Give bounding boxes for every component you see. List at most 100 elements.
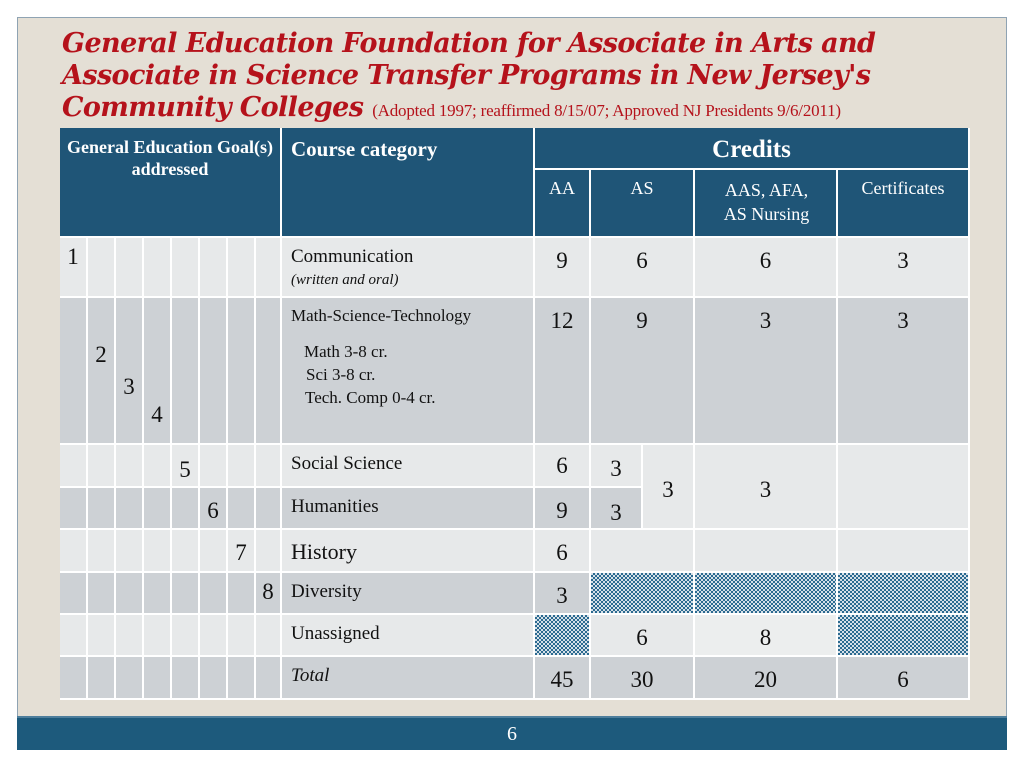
- hatched-cell: [838, 573, 970, 615]
- goal-cell: [228, 657, 256, 700]
- credit-aas-merged: 3: [695, 445, 838, 530]
- credit-aas: 20: [695, 657, 838, 700]
- goal-cell: [256, 530, 282, 573]
- goal-cell: [200, 573, 228, 615]
- goal-number: 2: [95, 342, 107, 367]
- goal-cell: 4: [144, 298, 172, 445]
- credit-aas-text: 3: [759, 308, 772, 333]
- course-category-cell: Humanities: [282, 488, 535, 530]
- goal-cell: [88, 573, 116, 615]
- header-aa: AA: [535, 170, 591, 238]
- credit-as-merged-text: 3: [662, 477, 674, 502]
- goal-cell: 2: [88, 298, 116, 445]
- credit-aa: 6: [535, 445, 591, 488]
- goal-cell: [256, 488, 282, 530]
- credit-aas-text: 8: [759, 625, 772, 650]
- header-aas: AAS, AFA, AS Nursing: [695, 170, 838, 238]
- goal-cell: 7: [228, 530, 256, 573]
- goal-cell: [116, 238, 144, 298]
- credit-cert: 3: [838, 238, 970, 298]
- goal-number: 5: [179, 457, 191, 482]
- goal-cell: [88, 238, 116, 298]
- course-category-cell: Total: [282, 657, 535, 700]
- course-subtitle: (written and oral): [291, 272, 399, 288]
- footer-bar: 6: [17, 716, 1007, 750]
- goal-cell: [60, 298, 88, 445]
- goal-cell: [200, 445, 228, 488]
- credit-as-text: 6: [636, 625, 648, 650]
- credit-aa-text: 6: [556, 453, 568, 478]
- goal-number: 7: [235, 540, 247, 565]
- goal-cell: [172, 657, 200, 700]
- header-course: Course category: [282, 128, 535, 238]
- course-category: Math-Science-Technology: [291, 306, 472, 325]
- goal-cell: [256, 238, 282, 298]
- goal-cell: [60, 615, 88, 657]
- course-category: Social Science: [291, 453, 403, 474]
- goal-cell: [144, 657, 172, 700]
- credit-cert-text: 3: [897, 248, 909, 273]
- credit-as: 6: [591, 238, 695, 298]
- goal-cell: [116, 573, 144, 615]
- goal-cell: [116, 615, 144, 657]
- credit-aa-text: 45: [550, 667, 574, 692]
- goal-cell: [256, 298, 282, 445]
- course-category: Unassigned: [291, 623, 380, 644]
- credit-aas: 8: [695, 615, 838, 657]
- credit-aa-text: 6: [556, 540, 568, 565]
- credit-aa: 45: [535, 657, 591, 700]
- goal-cell: 5: [172, 445, 200, 488]
- goal-cell: 3: [116, 298, 144, 445]
- credit-as-text: 3: [610, 456, 622, 481]
- credit-cert-merged: [838, 445, 970, 530]
- course-category-cell: Math-Science-Technology Math 3-8 cr. Sci 3…: [282, 298, 535, 445]
- hatched-cell: [838, 615, 970, 657]
- goal-cell: [228, 488, 256, 530]
- goal-number: 4: [151, 402, 163, 427]
- goal-cell: [116, 488, 144, 530]
- credit-aas-text: 6: [759, 248, 772, 273]
- goal-cell: [228, 573, 256, 615]
- header-credits: Credits: [535, 128, 970, 170]
- goal-cell: [60, 657, 88, 700]
- course-detail: Tech. Comp 0-4 cr.: [305, 388, 436, 407]
- course-category: Communication: [291, 246, 414, 267]
- header-aas-text: AAS, AFA, AS Nursing: [723, 180, 810, 224]
- goal-cell: [228, 445, 256, 488]
- course-category: Humanities: [291, 496, 379, 517]
- goal-cell: 1: [60, 238, 88, 298]
- goal-cell: [144, 615, 172, 657]
- goal-cell: [60, 445, 88, 488]
- header-goals: General Education Goal(s) addressed: [60, 128, 282, 238]
- credit-as: 30: [591, 657, 695, 700]
- credit-as: 3: [591, 488, 643, 530]
- goal-cell: [144, 238, 172, 298]
- course-category-cell: Diversity: [282, 573, 535, 615]
- credit-aa-text: 9: [556, 498, 568, 523]
- credit-aa: 9: [535, 488, 591, 530]
- goal-cell: [88, 657, 116, 700]
- credit-cert-text: 3: [897, 308, 909, 333]
- goal-cell: [88, 445, 116, 488]
- goal-cell: [172, 298, 200, 445]
- goal-cell: [256, 445, 282, 488]
- header-credits-text: Credits: [712, 136, 791, 163]
- goal-number: 1: [67, 244, 79, 269]
- header-course-text: Course category: [291, 137, 438, 161]
- goal-number: 8: [262, 579, 274, 604]
- credit-aas-text: 20: [754, 667, 777, 692]
- goal-cell: [60, 488, 88, 530]
- credit-aa: 6: [535, 530, 591, 573]
- credit-aa-text: 9: [556, 248, 568, 273]
- header-cert-text: Certificates: [861, 178, 945, 198]
- credit-as-text: 30: [630, 667, 654, 692]
- header-cert: Certificates: [838, 170, 970, 238]
- goal-cell: [228, 238, 256, 298]
- goal-cell: [172, 238, 200, 298]
- credit-aas-merged-text: 3: [759, 477, 772, 502]
- hatched-cell: [535, 615, 591, 657]
- credit-as-text: 6: [636, 248, 648, 273]
- course-category: Total: [291, 665, 330, 686]
- slide-title: General Education Foundation for Associa…: [62, 28, 1012, 127]
- credit-as: 6: [591, 615, 695, 657]
